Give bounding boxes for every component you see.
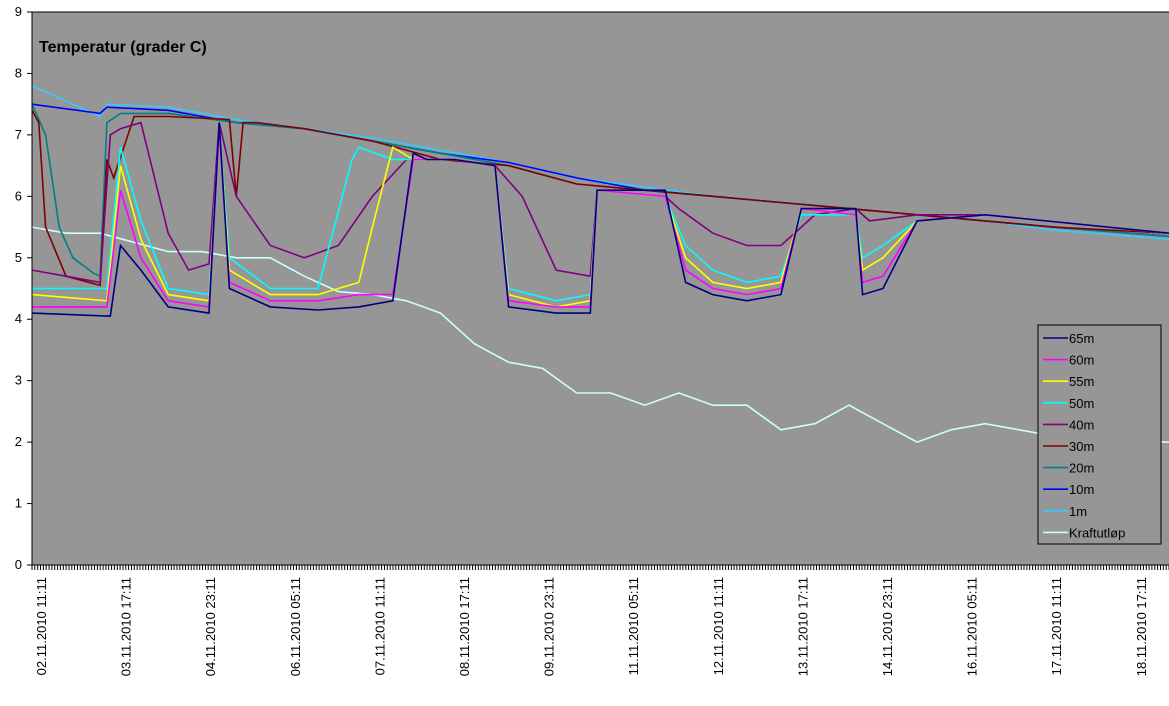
x-tick-label: 18.11.2010 17:11 <box>1134 577 1149 676</box>
y-tick-label: 3 <box>15 373 22 388</box>
y-tick-label: 6 <box>15 188 22 203</box>
x-tick-label: 16.11.2010 05:11 <box>965 577 980 676</box>
legend-label: 65m <box>1069 331 1094 346</box>
legend-label: 40m <box>1069 417 1094 432</box>
x-tick-label: 02.11.2010 11:11 <box>34 577 49 675</box>
y-tick-label: 7 <box>15 127 22 142</box>
y-tick-label: 2 <box>15 434 22 449</box>
x-tick-label: 13.11.2010 17:11 <box>795 577 810 676</box>
x-tick-label: 08.11.2010 17:11 <box>457 577 472 676</box>
legend: 65m 60m 55m 50m 40m 30m 20m 10m 1m Kraftutløp <box>1038 325 1161 544</box>
x-tick-label: 07.11.2010 11:11 <box>372 577 387 675</box>
chart-title: Temperatur (grader C) <box>39 39 207 56</box>
legend-label: 30m <box>1069 439 1094 454</box>
x-minor-ticks <box>32 565 1169 570</box>
y-tick-label: 5 <box>15 250 22 265</box>
y-tick-label: 4 <box>15 311 22 326</box>
x-tick-label: 04.11.2010 23:11 <box>203 577 218 676</box>
y-tick-label: 1 <box>15 496 22 511</box>
legend-label: 20m <box>1069 461 1094 476</box>
legend-label: Kraftutløp <box>1069 525 1125 540</box>
legend-label: 10m <box>1069 482 1094 497</box>
x-tick-label: 06.11.2010 05:11 <box>288 577 303 676</box>
x-tick-label: 11.11.2010 05:11 <box>626 577 641 675</box>
legend-label: 60m <box>1069 353 1094 368</box>
y-tick-label: 8 <box>15 65 22 80</box>
x-tick-label: 14.11.2010 23:11 <box>880 577 895 676</box>
legend-label: 50m <box>1069 396 1094 411</box>
y-tick-label: 0 <box>15 557 22 572</box>
plot-area <box>32 12 1169 565</box>
x-tick-label: 09.11.2010 23:11 <box>542 577 557 676</box>
y-tick-label: 9 <box>15 4 22 19</box>
legend-label: 1m <box>1069 504 1087 519</box>
x-tick-label: 17.11.2010 11:11 <box>1049 577 1064 675</box>
legend-label: 55m <box>1069 374 1094 389</box>
x-tick-label: 03.11.2010 17:11 <box>119 577 134 676</box>
x-tick-label: 12.11.2010 11:11 <box>711 577 726 675</box>
